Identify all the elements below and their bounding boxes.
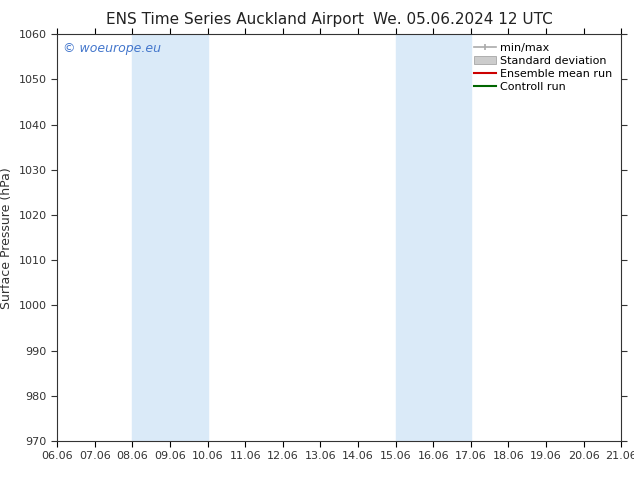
Text: © woeurope.eu: © woeurope.eu bbox=[63, 43, 160, 55]
Text: We. 05.06.2024 12 UTC: We. 05.06.2024 12 UTC bbox=[373, 12, 553, 27]
Text: ENS Time Series Auckland Airport: ENS Time Series Auckland Airport bbox=[106, 12, 363, 27]
Bar bbox=[396, 34, 471, 441]
Legend: min/max, Standard deviation, Ensemble mean run, Controll run: min/max, Standard deviation, Ensemble me… bbox=[470, 40, 616, 95]
Bar bbox=[133, 34, 207, 441]
Y-axis label: Surface Pressure (hPa): Surface Pressure (hPa) bbox=[0, 167, 13, 309]
